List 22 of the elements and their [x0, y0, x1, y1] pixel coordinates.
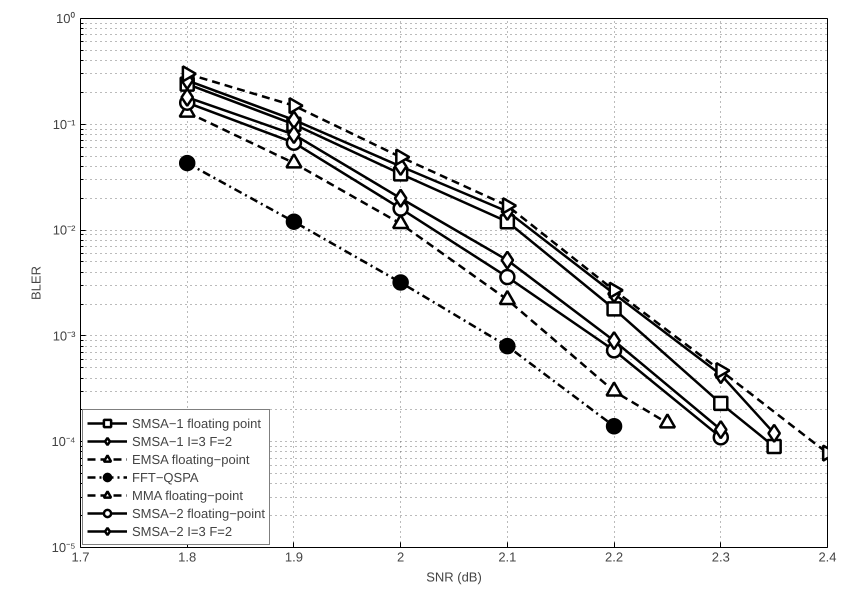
legend-label: FFT−QSPA — [132, 468, 199, 486]
y-tick-label: 10⁻² — [52, 222, 76, 238]
x-tick-label: 2.3 — [712, 550, 730, 564]
y-tick-label: 10⁻³ — [52, 328, 76, 344]
legend-label: SMSA−2 I=3 F=2 — [132, 522, 232, 540]
legend-label: SMSA−2 floating−point — [132, 504, 265, 522]
y-tick-label: 10⁰ — [56, 11, 76, 26]
x-tick-label: 2.4 — [818, 550, 837, 564]
x-tick-label: 1.8 — [178, 550, 196, 564]
x-tick-label: 2.2 — [605, 550, 624, 564]
y-axis-title: BLER — [28, 266, 44, 300]
y-tick-label: 10⁻⁴ — [51, 434, 76, 450]
x-tick-label: 2.1 — [498, 550, 516, 564]
x-tick-label: 2 — [397, 550, 404, 564]
legend-label: EMSA floating−point — [132, 450, 250, 468]
legend-label: SMSA−1 I=3 F=2 — [132, 432, 232, 450]
legend-label: MMA floating−point — [132, 486, 243, 504]
legend-label: SMSA−1 floating point — [132, 414, 261, 432]
y-tick-label: 10⁻¹ — [52, 116, 76, 132]
x-tick-label: 1.7 — [71, 550, 90, 564]
x-axis-title: SNR (dB) — [426, 570, 482, 584]
x-tick-label: 1.9 — [284, 550, 303, 564]
